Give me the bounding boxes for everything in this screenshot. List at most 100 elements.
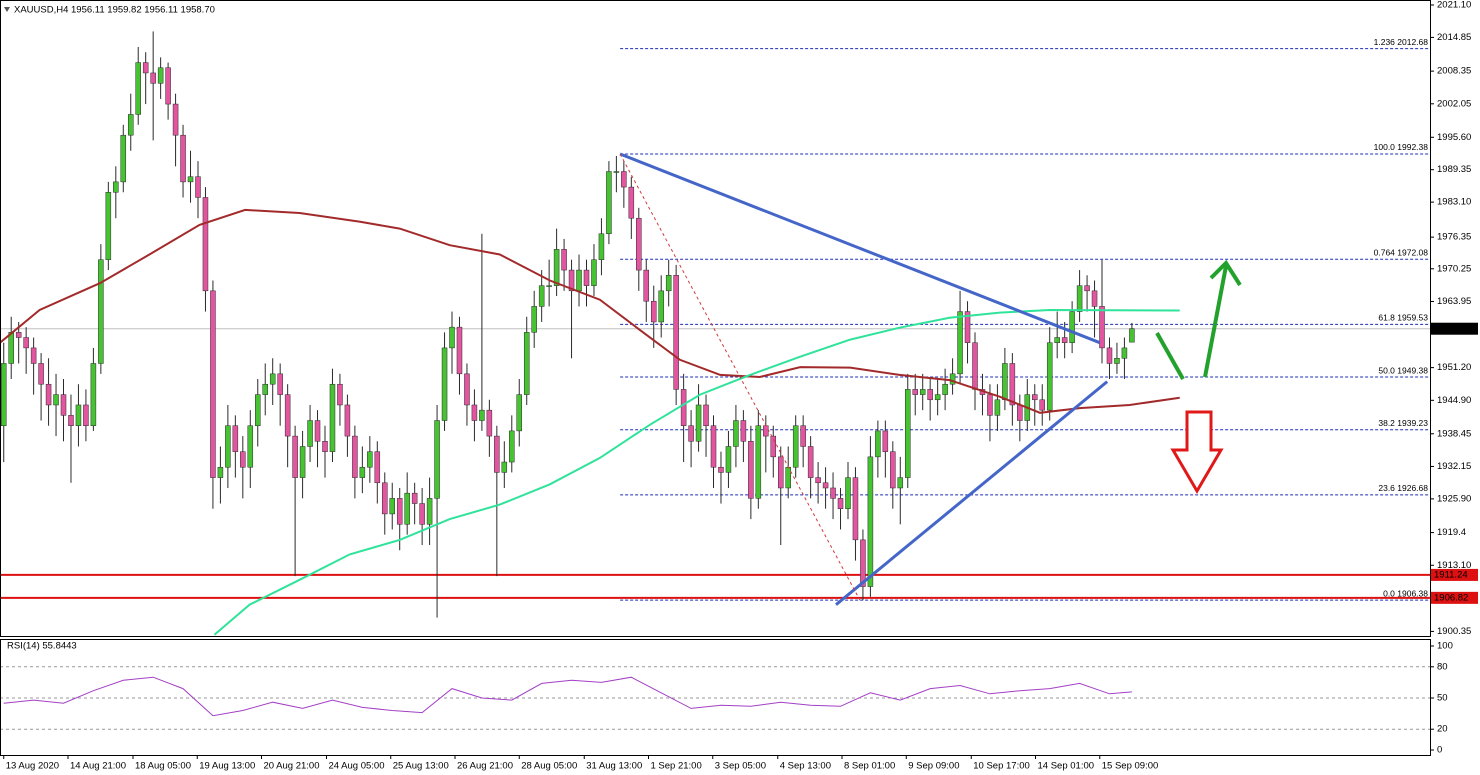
- candle-body: [852, 477, 859, 541]
- candle-body: [359, 466, 366, 478]
- candle-body: [180, 134, 186, 183]
- candle-body: [546, 285, 552, 287]
- candle-body: [553, 249, 560, 286]
- x-tick-label: 31 Aug 13:00: [586, 761, 642, 772]
- x-tick-label: 18 Aug 05:00: [135, 761, 191, 772]
- candle-body: [516, 394, 523, 432]
- candle-body: [105, 192, 112, 260]
- y-tick-label: 1919.4: [1437, 527, 1466, 538]
- trend-line: [619, 153, 861, 601]
- candle-body: [157, 67, 164, 84]
- candle-body: [912, 389, 918, 395]
- candle-body: [456, 326, 463, 375]
- candle-body: [1039, 399, 1045, 411]
- candle-body: [621, 171, 627, 188]
- candle-body: [837, 498, 844, 509]
- x-tick-label: 3 Sep 05:00: [715, 761, 766, 772]
- x-tick-label: 9 Sep 09:00: [908, 761, 959, 772]
- x-tick-label: 14 Sep 01:00: [1038, 761, 1095, 772]
- candle-body: [262, 383, 268, 395]
- candle-body: [927, 389, 933, 401]
- candle-body: [255, 394, 261, 426]
- y-tick-label: 1995.60: [1437, 132, 1471, 143]
- candle-body: [703, 404, 709, 426]
- candle-body: [695, 404, 702, 442]
- candle-body: [1009, 363, 1016, 406]
- candle-body: [329, 383, 336, 452]
- candle-body: [299, 446, 306, 478]
- candle-body: [1114, 358, 1120, 364]
- candle-body: [1129, 328, 1135, 343]
- candle-body: [307, 420, 313, 447]
- y-tick-label: 2014.85: [1437, 32, 1471, 43]
- candle-body: [949, 373, 956, 385]
- fib-label: 0.764 1972.08: [1374, 248, 1429, 258]
- y-tick-label: 2008.35: [1437, 66, 1471, 77]
- candle-body: [905, 389, 911, 478]
- price-tag: [1431, 568, 1478, 581]
- y-tick-label: 1900.35: [1437, 626, 1471, 637]
- candle-body: [396, 498, 403, 525]
- candle-body: [583, 269, 590, 286]
- candle-body: [441, 347, 448, 421]
- candle-body: [523, 332, 530, 395]
- candle-body: [538, 285, 545, 307]
- y-tick-label: 1944.90: [1437, 395, 1471, 406]
- trend-line: [619, 152, 1101, 345]
- x-tick-label: 24 Aug 05:00: [328, 761, 384, 772]
- candle-body: [994, 399, 1001, 416]
- candle-body: [434, 420, 440, 499]
- green-arrow-up-leg: [1203, 265, 1228, 378]
- candle-body: [494, 435, 500, 473]
- y-tick-label: 1983.10: [1437, 197, 1471, 208]
- price-tag: [1431, 591, 1478, 604]
- candle-body: [53, 394, 59, 406]
- candle-body: [292, 435, 298, 478]
- candle-body: [8, 332, 14, 364]
- rsi-y-tick-label: 80: [1437, 661, 1448, 672]
- candle-body: [352, 435, 358, 478]
- back-layer: [0, 48, 1430, 730]
- candle-body: [890, 451, 896, 489]
- candle-body: [172, 103, 179, 136]
- moving-average: [213, 308, 1180, 636]
- chart-title: XAUUSD,H4 1956.11 1959.82 1956.11 1958.7…: [14, 5, 215, 16]
- candle-body: [748, 441, 754, 499]
- price-tag-label: 1911.24: [1434, 569, 1468, 580]
- y-tick-label: 1938.45: [1437, 428, 1471, 439]
- price-tag: [1431, 322, 1478, 335]
- candle-body: [628, 186, 635, 219]
- candle-body: [217, 466, 224, 478]
- candle-body: [142, 62, 149, 74]
- fib-label: 50.0 1949.38: [1378, 365, 1428, 375]
- candle-body: [68, 415, 74, 426]
- candle-body: [449, 326, 455, 349]
- candle-body: [822, 482, 829, 489]
- x-tick-label: 19 Aug 13:00: [199, 761, 255, 772]
- candle-body: [710, 425, 717, 468]
- candle-body: [1106, 347, 1113, 364]
- candle-body: [606, 171, 612, 235]
- candle-body: [987, 394, 993, 416]
- candle-body: [240, 451, 246, 468]
- candle-body: [1091, 290, 1098, 307]
- price-panel-frame: [0, 0, 1431, 637]
- candle-body: [1069, 311, 1075, 343]
- candle-body: [964, 311, 971, 343]
- fib-label: 0.0 1906.38: [1383, 588, 1428, 598]
- y-tick-label: 2002.05: [1437, 98, 1471, 109]
- candle-body: [733, 420, 739, 447]
- candle-body: [643, 269, 650, 302]
- candle-body: [755, 425, 762, 499]
- candle-body: [404, 492, 410, 525]
- rsi-y-tick-label: 0: [1437, 745, 1442, 756]
- candle-body: [777, 456, 784, 489]
- candle-body: [90, 363, 97, 426]
- candle-body: [344, 404, 351, 437]
- candle-body: [247, 425, 254, 468]
- x-tick-label: 8 Sep 01:00: [844, 761, 895, 772]
- candle-body: [1002, 363, 1008, 401]
- candle-body: [127, 114, 134, 136]
- mid-layer: [0, 31, 1180, 717]
- y-tick-label: 1989.35: [1437, 164, 1471, 175]
